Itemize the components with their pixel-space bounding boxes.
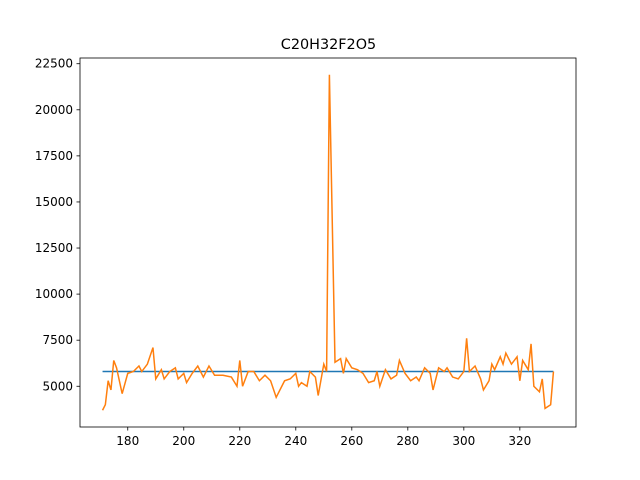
y-tick-label: 15000 <box>35 195 73 209</box>
line-series <box>101 74 555 411</box>
x-tick-label: 180 <box>116 434 139 448</box>
x-tick-label: 320 <box>508 434 531 448</box>
x-tick-label: 280 <box>396 434 419 448</box>
y-tick-label: 17500 <box>35 149 73 163</box>
y-tick-label: 10000 <box>35 287 73 301</box>
x-tick-label: 240 <box>284 434 307 448</box>
x-tick-label: 260 <box>340 434 363 448</box>
x-tick-label: 220 <box>228 434 251 448</box>
y-tick-label: 12500 <box>35 241 73 255</box>
y-tick-label: 5000 <box>42 379 73 393</box>
y-tick-label: 22500 <box>35 57 73 71</box>
plot-frame <box>79 57 577 428</box>
chart-title: C20H32F2O5 <box>281 37 376 53</box>
x-tick-label: 300 <box>452 434 475 448</box>
y-tick-label: 7500 <box>42 333 73 347</box>
y-tick-label: 20000 <box>35 103 73 117</box>
x-tick-label: 200 <box>172 434 195 448</box>
